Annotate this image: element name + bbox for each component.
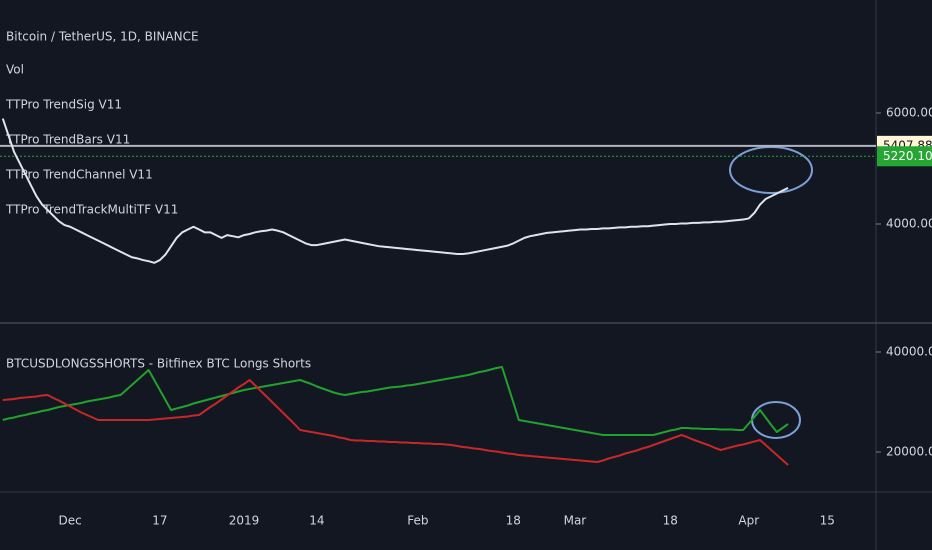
- highlight-ellipse: [729, 146, 813, 194]
- y-tick-label: 20000.00: [886, 445, 932, 459]
- series-line: [2, 379, 789, 466]
- indicator-label: TTPro TrendChannel V11: [5, 168, 153, 182]
- x-tick-label: 17: [152, 514, 167, 528]
- series-line: [2, 366, 789, 436]
- x-tick-label: 15: [820, 514, 835, 528]
- y-tick-label: 6000.00: [886, 105, 932, 119]
- series-line: [1, 118, 789, 264]
- indicator-label: TTPro TrendBars V11: [5, 133, 130, 147]
- indicator-label: TTPro TrendSig V11: [5, 98, 122, 112]
- x-tick-label: 14: [309, 514, 324, 528]
- x-tick-label: Feb: [407, 514, 428, 528]
- x-tick-label: Mar: [564, 514, 587, 528]
- x-tick-label: 18: [663, 514, 678, 528]
- price-tag: [877, 146, 932, 167]
- y-tick-label: 40000.00: [886, 345, 932, 359]
- y-tick-label: 4000.00: [886, 216, 932, 230]
- chart-title: Bitcoin / TetherUS, 1D, BINANCE: [6, 30, 199, 44]
- indicator-label: Vol: [6, 63, 24, 77]
- x-tick-label: Apr: [738, 514, 759, 528]
- x-tick-label: Dec: [58, 514, 81, 528]
- pane-title: BTCUSDLONGSSHORTS - Bitfinex BTC Longs S…: [6, 357, 311, 371]
- indicator-label: TTPro TrendTrackMultiTF V11: [5, 203, 178, 217]
- x-tick-label: 2019: [229, 514, 260, 528]
- x-tick-label: 18: [506, 514, 521, 528]
- price-tag-label: 5220.10: [883, 149, 932, 163]
